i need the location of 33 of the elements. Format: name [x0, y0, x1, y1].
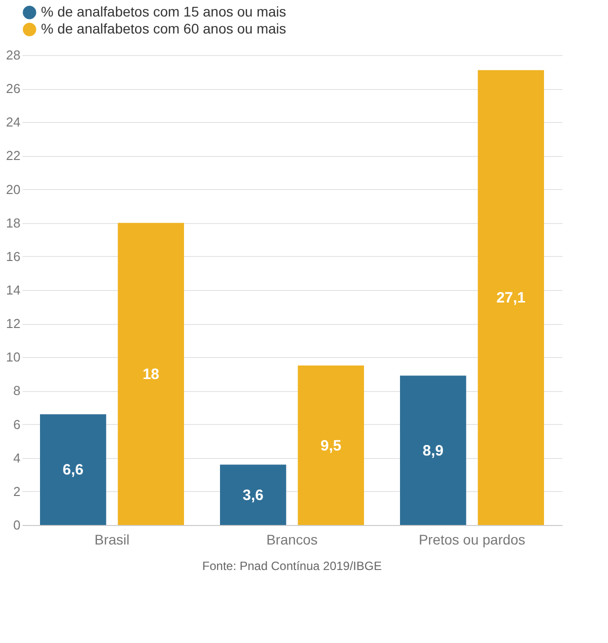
y-tick-label: 4: [13, 450, 20, 466]
x-tick-label: Brasil: [94, 532, 130, 548]
y-tick-label: 6: [13, 416, 20, 432]
bar: [40, 414, 106, 525]
data-label: 27,1: [496, 290, 526, 307]
y-tick-label: 12: [6, 316, 20, 332]
bar: [118, 222, 184, 525]
bar: [220, 464, 286, 525]
data-label: 8,9: [422, 442, 444, 460]
data-label: 9,5: [320, 437, 342, 454]
bar: [298, 366, 364, 525]
y-tick-label: 28: [6, 48, 20, 62]
y-tick-label: 18: [6, 215, 20, 230]
y-tick-label: 24: [6, 114, 20, 130]
legend-label: % de analfabetos com 15 anos ou mais: [41, 4, 286, 20]
y-tick-label: 2: [13, 484, 20, 499]
bar: [478, 70, 544, 525]
y-tick-label: 16: [6, 248, 20, 264]
bar: [400, 376, 466, 525]
y-tick-label: 8: [13, 383, 20, 398]
legend-label: % de analfabetos com 60 anos ou mais: [41, 20, 286, 36]
x-tick-label: Pretos ou pardos: [418, 532, 526, 548]
source-note: Fonte: Pnad Contínua 2019/IBGE: [202, 559, 382, 573]
y-tick-label: 20: [6, 182, 20, 197]
y-tick-label: 10: [6, 350, 20, 365]
y-tick-label: 22: [6, 148, 20, 164]
y-tick-label: 26: [6, 81, 20, 96]
data-label: 18: [142, 366, 160, 383]
data-label: 3,6: [242, 486, 264, 504]
y-tick-label: 14: [6, 282, 20, 298]
data-label: 6,6: [62, 462, 84, 479]
x-tick-label: Brancos: [266, 532, 318, 548]
y-tick-label: 0: [13, 518, 20, 532]
